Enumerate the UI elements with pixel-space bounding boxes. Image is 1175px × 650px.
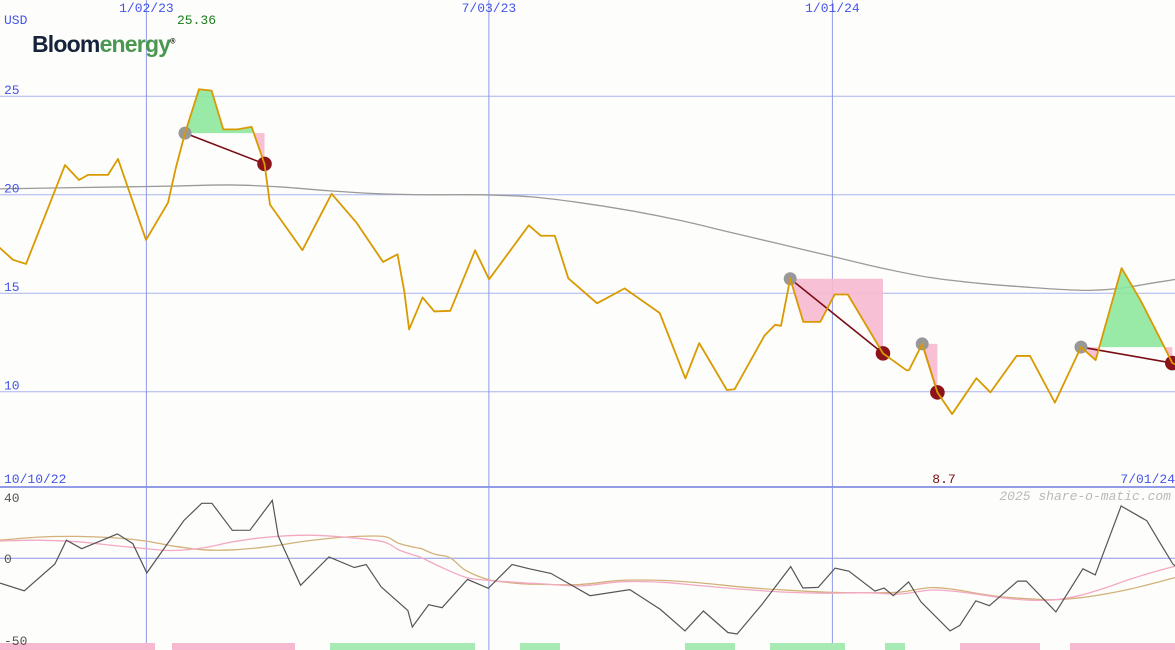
svg-text:7/01/24: 7/01/24 — [1120, 472, 1175, 487]
svg-text:10: 10 — [4, 379, 20, 394]
svg-text:7/03/23: 7/03/23 — [462, 1, 517, 16]
svg-text:20: 20 — [4, 182, 20, 197]
svg-text:1/01/24: 1/01/24 — [805, 1, 860, 16]
svg-text:8.7: 8.7 — [932, 472, 955, 487]
svg-text:25.36: 25.36 — [177, 13, 216, 28]
svg-text:0: 0 — [4, 552, 12, 567]
svg-text:15: 15 — [4, 280, 20, 295]
svg-text:40: 40 — [4, 491, 20, 506]
svg-text:25: 25 — [4, 83, 20, 98]
svg-text:-50: -50 — [4, 634, 27, 649]
svg-text:1/02/23: 1/02/23 — [119, 1, 174, 16]
svg-text:10/10/22: 10/10/22 — [4, 472, 66, 487]
svg-text:USD: USD — [4, 13, 28, 28]
svg-text:2025 share-o-matic.com: 2025 share-o-matic.com — [999, 489, 1171, 504]
